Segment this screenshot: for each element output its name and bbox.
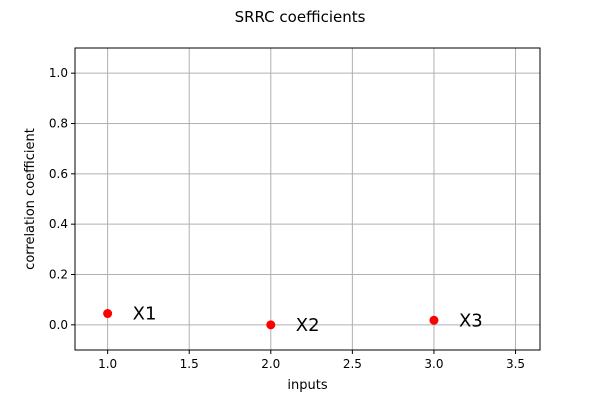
- plot-frame: [74, 47, 541, 351]
- y-tick-label: 0.4: [49, 217, 68, 231]
- data-point: [103, 309, 113, 319]
- data-point: [266, 320, 276, 330]
- data-point: [429, 315, 439, 325]
- y-tick-label: 0.0: [49, 318, 68, 332]
- x-tick-label: 3.0: [424, 357, 443, 371]
- x-tick-label: 1.5: [180, 357, 199, 371]
- chart-title: SRRC coefficients: [235, 8, 366, 26]
- point-label: X2: [296, 315, 320, 336]
- y-axis-label: correlation coefficient: [23, 128, 38, 270]
- y-tick-label: 0.6: [49, 167, 68, 181]
- x-tick-label: 2.5: [343, 357, 362, 371]
- x-tick-label: 3.5: [506, 357, 525, 371]
- grid-lines: [75, 48, 540, 350]
- data-points: X1 X2 X3: [103, 304, 483, 336]
- y-tick-label: 0.8: [49, 117, 68, 131]
- x-axis-label: inputs: [287, 378, 327, 393]
- y-tick-label: 0.2: [49, 268, 68, 282]
- axis-ticks: 1.0 1.5 2.0 2.5 3.0 3.5 0.0 0.2 0.4 0.6 0.8 1.0: [49, 66, 525, 371]
- y-tick-label: 1.0: [49, 66, 68, 80]
- point-label: X1: [133, 304, 157, 325]
- x-tick-label: 2.0: [261, 357, 280, 371]
- x-tick-label: 1.0: [98, 357, 117, 371]
- point-label: X3: [459, 310, 483, 331]
